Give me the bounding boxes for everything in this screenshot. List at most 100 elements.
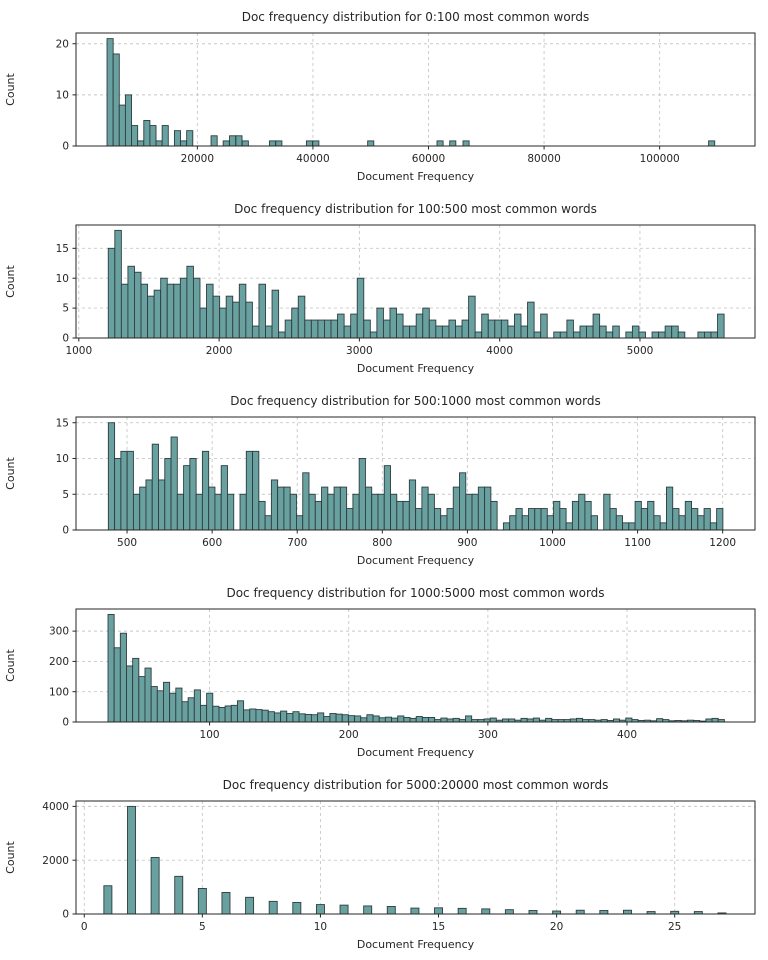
- histogram-0-100-svg: 20000 40000 60000 80000 100000 0 10 20 Doc frequ…: [4, 10, 756, 183]
- histogram-bar: [201, 450, 210, 531]
- histogram-bar: [565, 522, 573, 531]
- histogram-bar: [363, 319, 371, 339]
- histogram-bar: [339, 904, 349, 915]
- histogram-bar: [515, 508, 523, 531]
- histogram-bar: [271, 289, 280, 339]
- histogram-bar: [408, 479, 417, 531]
- histogram-bar: [647, 500, 655, 531]
- histogram-bar: [440, 717, 448, 723]
- histogram-bar: [143, 119, 151, 147]
- histogram-bar: [219, 307, 227, 339]
- histogram-bar: [572, 331, 581, 339]
- histogram-bar: [396, 313, 404, 339]
- x-tick-label: 10: [314, 921, 327, 933]
- histogram-bar: [107, 422, 116, 531]
- histogram-bar: [199, 307, 207, 339]
- histogram-bar: [599, 910, 609, 915]
- histogram-bar: [390, 493, 398, 531]
- histogram-bar: [200, 704, 208, 723]
- histogram-bar: [292, 711, 300, 723]
- histogram-bar: [500, 319, 509, 339]
- y-tick-label: 0: [62, 141, 69, 153]
- histogram-bar: [391, 717, 399, 723]
- histogram-bar: [283, 486, 291, 531]
- histogram-bar: [317, 712, 325, 723]
- histogram-bar: [245, 301, 253, 339]
- histogram-bar: [206, 283, 214, 339]
- chart-title: Doc frequency distribution for 500:1000 …: [230, 394, 600, 408]
- histogram-bar: [402, 325, 411, 339]
- histogram-bar: [490, 500, 498, 531]
- histogram-bar: [103, 885, 113, 915]
- histogram-bar: [173, 283, 181, 339]
- histogram-bar: [310, 319, 319, 339]
- histogram-bar: [218, 707, 226, 723]
- histogram-bar: [352, 493, 360, 531]
- x-axis-label: Document Frequency: [357, 938, 475, 951]
- histogram-bar: [540, 313, 548, 339]
- histogram-bar: [238, 283, 247, 339]
- y-axis-label: Count: [4, 456, 17, 489]
- y-axis-label: Count: [4, 840, 17, 873]
- axes-frame: [75, 32, 756, 147]
- histogram-bar: [132, 493, 141, 531]
- histogram-bar: [124, 94, 132, 147]
- axes-frame: [75, 224, 756, 339]
- histogram-bar: [704, 331, 712, 339]
- histogram-bar: [461, 319, 470, 339]
- x-tick-label: 80000: [527, 153, 560, 165]
- x-tick-label: 0: [81, 921, 88, 933]
- histogram-bar: [672, 508, 680, 531]
- histogram-bar: [590, 515, 598, 531]
- histogram-bar: [220, 465, 228, 531]
- histogram-5000-20000-svg: 0 5 10 15 20 25 0 2000 4000 Doc frequency distrib…: [4, 778, 756, 951]
- histogram-bar: [144, 667, 152, 723]
- histogram-bar: [164, 458, 172, 531]
- histogram-bar: [180, 140, 188, 147]
- histogram-bar: [514, 313, 522, 339]
- histogram-bar: [189, 458, 197, 531]
- x-axis-label: Document Frequency: [357, 554, 475, 567]
- histogram-bar: [603, 493, 611, 531]
- histogram-bar: [112, 53, 120, 147]
- histogram-bar: [520, 717, 528, 723]
- y-tick-label: 10: [56, 273, 69, 285]
- x-tick-label: 800: [372, 537, 392, 549]
- histogram-bar: [341, 714, 349, 723]
- histogram-bar: [487, 319, 496, 339]
- histogram-bar: [161, 125, 169, 147]
- histogram-bar: [527, 301, 535, 339]
- histogram-bar: [292, 901, 302, 915]
- histogram-bar: [106, 38, 114, 147]
- histogram-bar: [176, 493, 185, 531]
- histogram-bar: [239, 493, 247, 531]
- histogram-bar: [465, 493, 473, 531]
- histogram-bar: [156, 690, 164, 723]
- histogram-bar: [521, 515, 529, 531]
- histogram-bar: [571, 500, 580, 531]
- histogram-bar: [261, 709, 269, 723]
- histogram-bar: [155, 140, 163, 147]
- histogram-bar: [169, 692, 177, 723]
- y-axis-label: Count: [4, 72, 17, 105]
- histogram-bar: [346, 508, 354, 531]
- axes-frame: [75, 800, 756, 915]
- histogram-bar: [484, 486, 492, 531]
- histogram-bar: [278, 331, 286, 339]
- histogram-bar: [195, 493, 203, 531]
- histogram-bar: [677, 331, 686, 339]
- histogram-bar: [634, 500, 642, 531]
- x-tick-label: 500: [117, 537, 137, 549]
- chart-title: Doc frequency distribution for 1000:5000…: [226, 586, 604, 600]
- histogram-bar: [433, 508, 442, 531]
- histogram-bar: [462, 140, 470, 147]
- x-tick-label: 900: [457, 537, 477, 549]
- x-tick-label: 4000: [486, 345, 513, 357]
- histogram-bar: [354, 715, 362, 723]
- histogram-bar: [275, 140, 283, 147]
- y-tick-label: 100: [49, 686, 69, 698]
- histogram-bar: [403, 717, 411, 723]
- histogram-bar: [658, 331, 666, 339]
- histogram-bar: [347, 715, 356, 723]
- histogram-bar: [206, 692, 214, 723]
